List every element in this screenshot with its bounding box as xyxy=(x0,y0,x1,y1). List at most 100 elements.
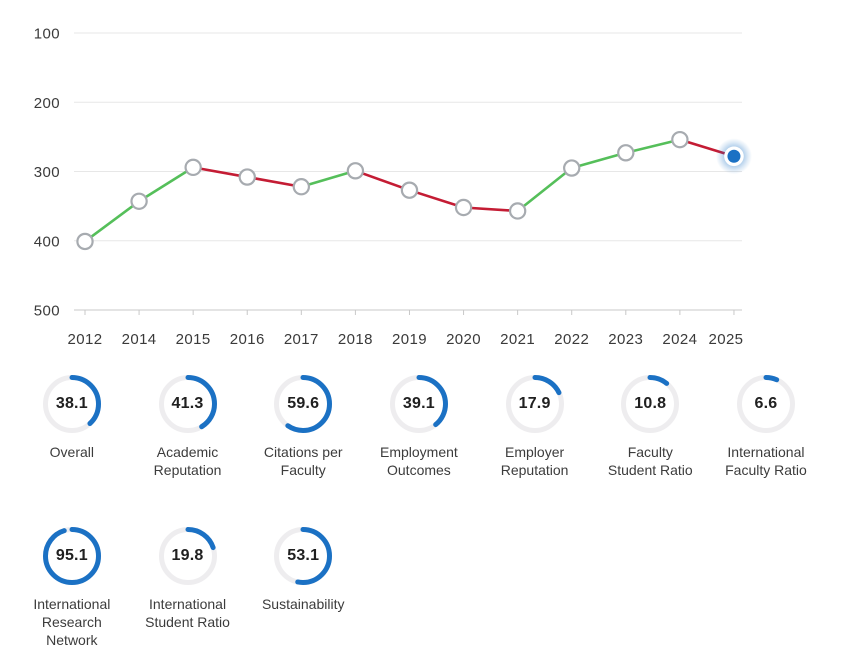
rank-line-segment xyxy=(570,151,628,170)
y-tick-label: 100 xyxy=(34,26,60,43)
score-ring xyxy=(42,527,101,585)
score-value: 19.8 xyxy=(171,547,204,564)
score-ring xyxy=(736,375,795,433)
score-value: 38.1 xyxy=(55,395,88,412)
x-tick-label: 2014 xyxy=(122,331,157,348)
rank-point[interactable] xyxy=(130,192,148,210)
rank-point[interactable] xyxy=(617,144,635,162)
x-tick-label: 2016 xyxy=(230,331,265,348)
x-tick-label: 2017 xyxy=(284,331,319,348)
score-label: Overall xyxy=(49,444,95,460)
x-tick-label: 2015 xyxy=(176,331,211,348)
score-ring xyxy=(158,527,217,585)
score-indicator: 39.1 Employment Outcomes xyxy=(361,375,477,479)
x-tick-label: 2012 xyxy=(68,331,103,348)
x-tick-label: 2018 xyxy=(338,331,373,348)
y-tick-label: 200 xyxy=(34,95,60,112)
score-value: 39.1 xyxy=(402,395,435,412)
score-label: International Research Network xyxy=(33,596,111,648)
score-dial: 95.1 xyxy=(42,527,101,585)
score-ring xyxy=(158,375,217,433)
x-tick-label: 2025 xyxy=(708,331,743,348)
ring-arc xyxy=(42,375,101,433)
rank-history-plot: 100 200 300 400 500 2012 2014 2015 2016 2017 2018 2… xyxy=(34,26,752,348)
rank-point[interactable] xyxy=(292,178,311,196)
score-label: International Faculty Ratio xyxy=(725,444,807,478)
ring-arc xyxy=(505,375,564,433)
rank-point[interactable] xyxy=(346,162,365,180)
score-indicator: 41.3 Academic Reputation xyxy=(130,375,246,479)
rank-point[interactable] xyxy=(400,181,419,199)
x-tick-label: 2020 xyxy=(446,331,481,348)
x-tick-label: 2021 xyxy=(500,331,535,348)
score-dial: 39.1 xyxy=(389,375,448,433)
score-label: Faculty Student Ratio xyxy=(607,444,693,478)
rank-line-segment xyxy=(462,206,519,213)
score-value: 95.1 xyxy=(55,547,88,564)
score-dial: 6.6 xyxy=(736,375,795,433)
score-value: 59.6 xyxy=(287,395,320,412)
rank-history-chart: 100 200 300 400 500 2012 2014 2015 2016 2017 2018 2… xyxy=(34,26,752,348)
score-indicator: 10.8 Faculty Student Ratio xyxy=(592,375,708,479)
score-dial: 59.6 xyxy=(274,375,333,433)
score-label: Employment Outcomes xyxy=(380,444,458,478)
x-tick-label: 2023 xyxy=(608,331,643,348)
score-value: 6.6 xyxy=(754,395,778,412)
score-ring xyxy=(505,375,564,433)
score-dial: 38.1 xyxy=(42,375,101,433)
score-dial: 53.1 xyxy=(274,527,333,585)
score-indicator: 19.8 International Student Ratio xyxy=(130,527,246,649)
rank-point[interactable] xyxy=(76,232,94,251)
score-indicator: 95.1 International Research Network xyxy=(14,527,130,649)
rank-line-segment xyxy=(300,169,357,189)
score-ring xyxy=(274,527,333,585)
rank-point[interactable] xyxy=(508,202,527,220)
ring-arc xyxy=(736,375,795,433)
score-label: Academic Reputation xyxy=(153,444,222,478)
rank-line-segment xyxy=(245,175,303,189)
rank-point[interactable] xyxy=(454,198,473,217)
score-value: 10.8 xyxy=(634,395,667,412)
score-dial: 41.3 xyxy=(158,375,217,433)
score-label: Sustainability xyxy=(261,596,345,612)
score-indicators-row-2: 95.1 International Research Network 19.8… xyxy=(0,527,848,649)
rank-line-segment xyxy=(137,166,195,203)
rank-line-segment xyxy=(354,169,411,192)
rank-line-segment xyxy=(516,166,574,213)
score-indicator: 59.6 Citations per Faculty xyxy=(245,375,361,479)
score-ring xyxy=(42,375,101,433)
university-rankings-panel: 100 200 300 400 500 2012 2014 2015 2016 2017 2018 2… xyxy=(0,26,848,649)
score-dial: 19.8 xyxy=(158,527,217,585)
ring-arc xyxy=(389,375,448,433)
ring-arc xyxy=(158,375,217,433)
score-value: 41.3 xyxy=(171,395,204,412)
rank-point[interactable] xyxy=(563,159,581,177)
y-tick-label: 400 xyxy=(34,233,60,250)
ring-arc xyxy=(158,527,217,585)
score-dial: 17.9 xyxy=(505,375,564,433)
y-tick-label: 300 xyxy=(34,164,60,181)
score-value: 53.1 xyxy=(287,547,320,564)
x-tick-label: 2024 xyxy=(662,331,697,348)
score-indicators-row-1: 38.1 Overall 41.3 Academic Reputation 59… xyxy=(0,375,848,479)
ring-arc xyxy=(42,527,101,585)
y-tick-label: 500 xyxy=(34,303,60,320)
score-ring xyxy=(621,375,680,433)
ring-arc xyxy=(274,375,333,433)
rank-point[interactable] xyxy=(671,130,689,149)
x-tick-label: 2019 xyxy=(392,331,427,348)
current-rank-point[interactable] xyxy=(727,149,741,163)
rank-line-segment xyxy=(83,199,141,243)
score-indicator: 17.9 Employer Reputation xyxy=(477,375,593,479)
ring-arc xyxy=(274,527,333,585)
score-label: Employer Reputation xyxy=(500,444,569,478)
x-tick-label: 2022 xyxy=(554,331,589,348)
rank-line-segment xyxy=(191,166,249,179)
ring-arc xyxy=(621,375,680,433)
score-label: Citations per Faculty xyxy=(263,444,343,478)
rank-line-segment xyxy=(624,138,682,155)
rank-point[interactable] xyxy=(184,158,202,177)
score-indicator: 53.1 Sustainability xyxy=(245,527,361,649)
score-indicator: 6.6 International Faculty Ratio xyxy=(708,375,824,479)
rank-point[interactable] xyxy=(238,168,256,186)
